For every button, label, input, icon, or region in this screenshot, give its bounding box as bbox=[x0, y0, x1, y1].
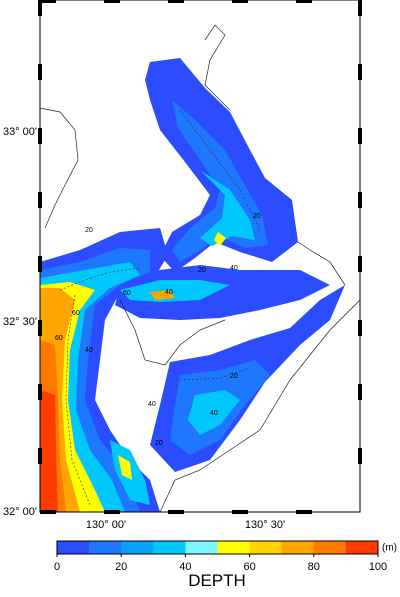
contour-line bbox=[65, 294, 91, 506]
lat-label: 32° 00' bbox=[3, 506, 37, 518]
coastline bbox=[39, 107, 79, 229]
colorbar-tick-label: 20 bbox=[115, 561, 127, 573]
contour-label: 20 bbox=[198, 267, 206, 274]
colorbar-bin bbox=[153, 541, 186, 554]
frame-tick bbox=[38, 64, 42, 80]
coastline bbox=[119, 299, 226, 366]
colorbar-tick-label: 80 bbox=[308, 561, 320, 573]
contour-label: 20 bbox=[155, 440, 163, 447]
lat-label: 33° 00' bbox=[3, 126, 37, 138]
colorbar-bin bbox=[281, 541, 315, 554]
frame-tick bbox=[38, 128, 42, 144]
colorbar-bin bbox=[57, 541, 90, 554]
frame-tick bbox=[40, 0, 56, 3]
sea-band bbox=[150, 290, 175, 300]
sea-band bbox=[200, 170, 255, 246]
sea-band bbox=[118, 455, 132, 480]
frame-tick bbox=[40, 510, 56, 514]
frame-tick bbox=[38, 0, 42, 16]
frame-tick bbox=[296, 0, 312, 3]
coastline bbox=[297, 241, 346, 286]
contour-labels: 20 20 40 60 40 60 40 20 40 60 20 40 20 bbox=[55, 213, 261, 447]
frame-tick bbox=[232, 510, 248, 514]
contour-label: 40 bbox=[148, 401, 156, 408]
colorbar-bin bbox=[345, 541, 379, 554]
frame-tick bbox=[296, 510, 312, 514]
colorbar-tick-label: 60 bbox=[243, 561, 255, 573]
lon-label: 130° 30' bbox=[245, 519, 285, 531]
colorbar-tick-label: 100 bbox=[369, 561, 387, 573]
colorbar-bin bbox=[89, 541, 122, 554]
colorbar-tick-label: 0 bbox=[54, 561, 60, 573]
frame-tick bbox=[358, 64, 362, 80]
colorbar-bin bbox=[313, 541, 347, 554]
contour-label: 20 bbox=[85, 227, 93, 234]
colorbar: 0 20 40 60 80 100 bbox=[54, 540, 387, 573]
sea-band bbox=[214, 232, 226, 246]
sea-band bbox=[120, 280, 230, 302]
frame-tick bbox=[38, 448, 42, 464]
colorbar-bin bbox=[249, 541, 283, 554]
frame-tick bbox=[358, 256, 362, 272]
frame-tick bbox=[168, 0, 184, 3]
frame-tick bbox=[358, 448, 362, 464]
contour-line bbox=[179, 109, 261, 231]
frame-tick bbox=[38, 192, 42, 208]
frame-tick bbox=[104, 0, 120, 3]
frame-tick bbox=[358, 384, 362, 400]
contour-label: 20 bbox=[230, 373, 238, 380]
coastline bbox=[39, 24, 361, 513]
frame-tick bbox=[358, 320, 362, 336]
sea-band bbox=[40, 390, 58, 512]
coastline bbox=[204, 24, 231, 111]
contour-label: 60 bbox=[55, 335, 63, 342]
frame-tick bbox=[38, 320, 42, 336]
contour-label: 60 bbox=[123, 290, 131, 297]
frame-tick bbox=[358, 0, 362, 16]
contour-label: 40 bbox=[210, 410, 218, 417]
frame-tick bbox=[104, 510, 120, 514]
frame-tick bbox=[168, 510, 184, 514]
sea-shallow bbox=[115, 265, 330, 320]
colorbar-bin bbox=[185, 541, 218, 554]
frame-tick bbox=[38, 384, 42, 400]
sea bbox=[40, 58, 345, 512]
colorbar-frame bbox=[56, 540, 379, 555]
sea-band bbox=[188, 390, 240, 435]
lon-label: 130° 00' bbox=[86, 519, 126, 531]
colorbar-title: DEPTH bbox=[188, 571, 246, 590]
contour-label: 20 bbox=[253, 213, 261, 220]
frame-tick bbox=[38, 256, 42, 272]
frame-tick bbox=[232, 0, 248, 3]
colorbar-bin bbox=[217, 541, 251, 554]
colorbar-unit: (m) bbox=[382, 543, 397, 554]
colorbar-tick-label: 40 bbox=[179, 561, 191, 573]
contour-label: 40 bbox=[85, 347, 93, 354]
contour-label: 40 bbox=[165, 289, 173, 296]
contour-line bbox=[59, 267, 141, 291]
lat-label: 32° 30' bbox=[3, 316, 37, 328]
frame-tick bbox=[358, 192, 362, 208]
contours bbox=[59, 109, 261, 506]
contour-line bbox=[179, 367, 251, 381]
coastline bbox=[159, 299, 361, 513]
contour-label: 40 bbox=[230, 265, 238, 272]
frame-ticks bbox=[38, 0, 362, 514]
frame-tick bbox=[358, 128, 362, 144]
colorbar-bin bbox=[121, 541, 154, 554]
contour-label: 60 bbox=[72, 310, 80, 317]
